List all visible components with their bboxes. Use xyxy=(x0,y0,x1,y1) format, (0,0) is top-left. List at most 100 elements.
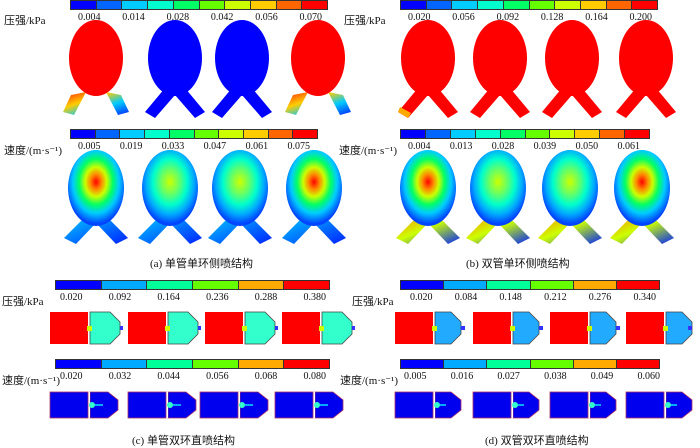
tick-label: 0.128 xyxy=(540,12,564,23)
colorbar-segment xyxy=(616,360,660,368)
colorbar-segment xyxy=(194,130,220,138)
tick-label: 0.276 xyxy=(588,292,612,303)
panel-d-velocity-colorbar xyxy=(400,359,660,369)
b-velocity-4 xyxy=(610,150,674,244)
tick-label: 0.047 xyxy=(203,141,227,152)
colorbar-segment xyxy=(56,360,102,368)
tick-label: 0.236 xyxy=(206,292,229,303)
colorbar-segment xyxy=(95,130,121,138)
panel-c-velocity-colorbar xyxy=(55,359,330,369)
panel-d-velocity-ticks: 0.005 0.016 0.027 0.038 0.049 0.060 xyxy=(404,371,660,382)
colorbar-segment xyxy=(122,1,149,9)
tick-label: 0.020 xyxy=(60,292,83,303)
colorbar-segment xyxy=(616,281,660,289)
colorbar-segment xyxy=(625,130,650,138)
colorbar-segment xyxy=(56,281,102,289)
colorbar-segment xyxy=(284,360,330,368)
colorbar-segment xyxy=(503,1,530,9)
tick-label: 0.340 xyxy=(633,292,656,303)
tick-label: 0.060 xyxy=(637,371,660,382)
tick-label: 0.056 xyxy=(255,12,278,23)
colorbar-segment xyxy=(478,1,504,9)
colorbar-segment xyxy=(250,1,277,9)
colorbar-segment xyxy=(500,130,526,138)
tick-label: 0.068 xyxy=(254,371,278,382)
colorbar-segment xyxy=(452,1,479,9)
tick-label: 0.032 xyxy=(108,371,132,382)
panel-b-velocity-colorbar xyxy=(400,129,650,139)
panel-a-pressure-colorbar xyxy=(70,0,328,10)
colorbar-segment xyxy=(147,360,194,368)
panel-d-pressure-label: 压强/kPa xyxy=(352,296,394,308)
colorbar-segment xyxy=(173,1,200,9)
colorbar-segment xyxy=(550,130,576,138)
tick-label: 0.212 xyxy=(544,292,567,303)
colorbar-segment xyxy=(573,281,617,289)
colorbar-segment xyxy=(573,360,617,368)
c-pressure-row xyxy=(50,311,355,345)
colorbar-segment xyxy=(529,1,556,9)
colorbar-segment xyxy=(444,360,488,368)
tick-label: 0.004 xyxy=(408,141,431,152)
d-velocity-row xyxy=(394,391,693,419)
tick-label: 0.019 xyxy=(119,141,143,152)
tick-label: 0.288 xyxy=(254,292,278,303)
a-pressure-3 xyxy=(212,20,272,118)
tick-label: 0.027 xyxy=(497,371,520,382)
colorbar-segment xyxy=(148,1,174,9)
panel-c-velocity-label: 速度/(m·s⁻¹) xyxy=(2,375,60,387)
panel-a-pressure-label: 压强/kPa xyxy=(4,15,46,27)
colorbar-segment xyxy=(199,1,226,9)
colorbar-segment xyxy=(219,130,244,138)
colorbar-segment xyxy=(426,1,453,9)
tick-label: 0.380 xyxy=(303,292,326,303)
colorbar-segment xyxy=(268,130,294,138)
colorbar-segment xyxy=(401,281,445,289)
tick-label: 0.005 xyxy=(404,371,427,382)
colorbar-segment xyxy=(101,360,148,368)
tick-label: 0.020 xyxy=(408,12,431,23)
colorbar-segment xyxy=(555,1,581,9)
colorbar-segment xyxy=(450,130,476,138)
tick-label: 0.056 xyxy=(452,12,475,23)
tick-label: 0.049 xyxy=(590,371,614,382)
b-velocity-1 xyxy=(396,150,460,244)
colorbar-segment xyxy=(120,130,146,138)
tick-label: 0.013 xyxy=(449,141,473,152)
tick-label: 0.148 xyxy=(499,292,522,303)
tick-label: 0.020 xyxy=(60,371,83,382)
colorbar-segment xyxy=(193,281,239,289)
b-velocity-3 xyxy=(538,150,602,244)
tick-label: 0.014 xyxy=(122,12,145,23)
b-pressure-2 xyxy=(470,20,530,118)
a-velocity-4 xyxy=(282,150,346,244)
colorbar-segment xyxy=(101,281,148,289)
panel-d-caption: (d) 双管双环直喷结构 xyxy=(485,435,589,447)
tick-label: 0.164 xyxy=(585,12,608,23)
colorbar-segment xyxy=(302,1,328,9)
a-velocity-3 xyxy=(208,150,272,244)
tick-label: 0.092 xyxy=(496,12,520,23)
tick-label: 0.080 xyxy=(303,371,326,382)
colorbar-segment xyxy=(580,1,607,9)
colorbar-segment xyxy=(530,360,574,368)
tick-label: 0.056 xyxy=(206,371,229,382)
a-pressure-4 xyxy=(285,20,351,115)
tick-label: 0.044 xyxy=(157,371,180,382)
colorbar-segment xyxy=(169,130,195,138)
b-pressure-3 xyxy=(542,20,602,118)
a-pressure-1 xyxy=(63,20,129,115)
tick-label: 0.050 xyxy=(575,141,599,152)
colorbar-segment xyxy=(425,130,451,138)
panel-a-velocity-label: 速度/(m·s⁻¹) xyxy=(4,145,62,157)
colorbar-segment xyxy=(147,281,194,289)
a-pressure-2 xyxy=(145,20,205,118)
panel-c-caption: (c) 单管双环直喷结构 xyxy=(132,435,235,447)
panel-d-pressure-colorbar xyxy=(400,280,660,290)
colorbar-segment xyxy=(632,1,658,9)
panel-b-pressure-label: 压强/kPa xyxy=(344,15,386,27)
panel-c-pressure-colorbar xyxy=(55,280,330,290)
colorbar-segment xyxy=(71,1,97,9)
tick-label: 0.005 xyxy=(78,141,101,152)
